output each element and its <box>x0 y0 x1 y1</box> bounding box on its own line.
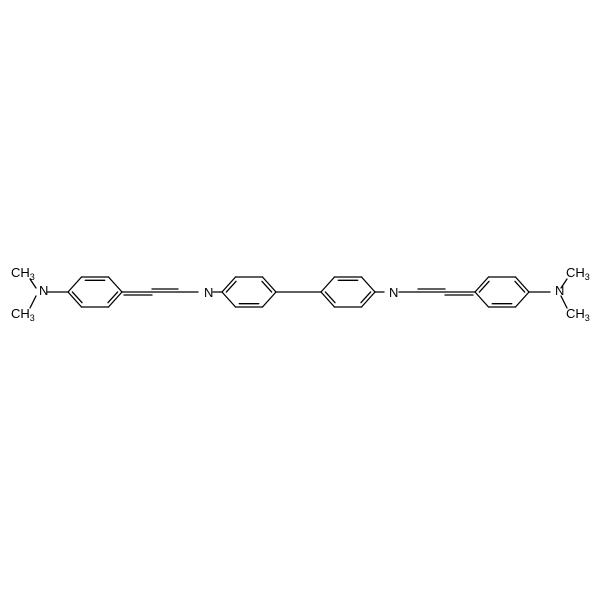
atom-label: N <box>39 283 48 298</box>
molecule-diagram: NCH3CH3NNNCH3CH3 <box>0 0 600 600</box>
atom-label: CH3 <box>11 306 35 323</box>
atom-label: CH3 <box>566 265 590 282</box>
atom-label: N <box>555 283 564 298</box>
atom-label: CH3 <box>566 306 590 323</box>
atom-label: CH3 <box>11 265 35 282</box>
atom-label: N <box>204 285 213 300</box>
atom-label: N <box>389 285 398 300</box>
